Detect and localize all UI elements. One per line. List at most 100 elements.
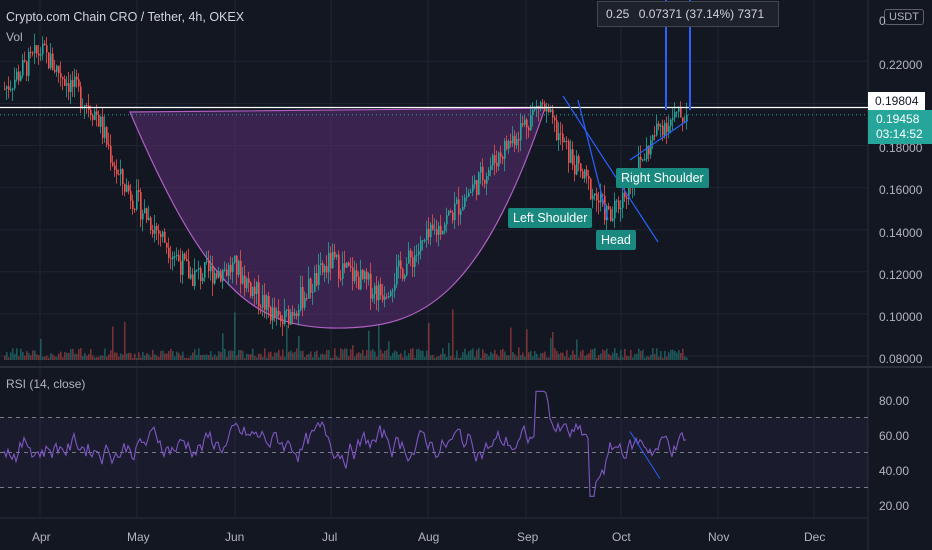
- volume-bar: [10, 352, 12, 360]
- symbol-title[interactable]: Crypto.com Chain CRO / Tether, 4h, OKEX: [6, 10, 245, 24]
- currency-unit-badge[interactable]: USDT: [884, 9, 924, 25]
- volume-bar: [160, 351, 162, 360]
- volume-bar: [226, 356, 228, 360]
- volume-bar: [266, 357, 268, 360]
- candle-body: [386, 296, 388, 298]
- volume-bar: [448, 342, 450, 360]
- neckline-trendline: [577, 99, 609, 221]
- volume-bar: [348, 356, 350, 360]
- candle-body: [28, 51, 30, 76]
- candle-body: [552, 109, 554, 118]
- volume-bar: [556, 351, 558, 360]
- volume-bar: [292, 352, 294, 360]
- candle-body: [278, 310, 280, 315]
- candle-body: [548, 106, 550, 113]
- volume-bar: [324, 354, 326, 360]
- candle-body: [640, 156, 642, 160]
- volume-bar: [194, 349, 196, 360]
- volume-bar: [106, 356, 108, 360]
- volume-bar: [280, 356, 282, 360]
- candle-body: [220, 271, 222, 282]
- candle-body: [644, 159, 646, 161]
- volume-bar: [346, 348, 348, 360]
- candle-body: [620, 207, 622, 210]
- candle-body: [62, 77, 64, 80]
- volume-bar: [318, 357, 320, 360]
- volume-bar: [178, 352, 180, 360]
- candle-body: [54, 69, 56, 72]
- candle-body: [166, 242, 168, 248]
- volume-bar: [676, 352, 678, 360]
- candle-body: [104, 127, 106, 138]
- volume-bar: [472, 348, 474, 360]
- candle-body: [572, 149, 574, 166]
- head-label[interactable]: Head: [596, 230, 636, 250]
- candle-body: [472, 184, 474, 192]
- candle-body: [352, 267, 354, 282]
- candle-body: [496, 162, 498, 167]
- candle-body: [172, 256, 174, 260]
- candle-body: [30, 51, 32, 53]
- volume-bar: [540, 353, 542, 360]
- volume-bar: [72, 348, 74, 360]
- volume-bar: [144, 355, 146, 360]
- candle-body: [196, 269, 198, 271]
- candle-body: [590, 178, 592, 200]
- candle-body: [24, 60, 26, 62]
- volume-bar: [570, 354, 572, 360]
- volume-bar: [626, 355, 628, 360]
- candle-body: [574, 165, 576, 175]
- candle-body: [334, 251, 336, 257]
- candle-body: [178, 254, 180, 261]
- candle-body: [256, 282, 258, 295]
- candle-body: [218, 271, 220, 278]
- candle-body: [610, 209, 612, 221]
- volume-bar: [156, 355, 158, 360]
- volume-bar: [382, 353, 384, 360]
- rsi-tick: 60.00: [879, 429, 910, 443]
- candle-body: [642, 159, 644, 161]
- candle-body: [76, 76, 78, 80]
- candle-body: [200, 267, 202, 281]
- volume-bar: [114, 352, 116, 360]
- volume-bar: [594, 348, 596, 360]
- candle-body: [42, 43, 44, 55]
- volume-bar: [168, 350, 170, 360]
- candle-body: [156, 226, 158, 231]
- volume-bar: [118, 356, 120, 360]
- candle-body: [518, 139, 520, 141]
- volume-bar: [148, 354, 150, 360]
- volume-bar: [22, 351, 24, 360]
- candle-body: [246, 278, 248, 289]
- candle-body: [416, 254, 418, 256]
- candle-body: [506, 140, 508, 149]
- volume-bar: [506, 355, 508, 360]
- volume-legend[interactable]: Vol: [6, 30, 23, 44]
- candle-body: [122, 169, 124, 185]
- volume-bar: [110, 350, 112, 360]
- volume-bar: [450, 355, 452, 360]
- volume-bar: [124, 321, 126, 360]
- volume-bar: [150, 356, 152, 360]
- volume-bar: [190, 355, 192, 360]
- left-shoulder-label[interactable]: Left Shoulder: [508, 208, 593, 228]
- right-shoulder-label[interactable]: Right Shoulder: [616, 168, 709, 188]
- volume-bar: [368, 330, 370, 360]
- candle-body: [84, 105, 86, 107]
- volume-bar: [54, 356, 56, 360]
- candle-body: [358, 276, 360, 290]
- candle-body: [396, 266, 398, 285]
- candle-body: [498, 152, 500, 167]
- volume-bar: [652, 348, 654, 360]
- volume-bar: [186, 357, 188, 360]
- candle-body: [660, 125, 662, 127]
- candle-body: [222, 269, 224, 282]
- rsi-legend[interactable]: RSI (14, close): [6, 377, 86, 391]
- candle-body: [432, 224, 434, 230]
- volume-bar: [550, 338, 552, 360]
- volume-bar: [20, 348, 22, 360]
- volume-bar: [552, 331, 554, 360]
- candle-body: [192, 274, 194, 286]
- volume-bar: [598, 354, 600, 360]
